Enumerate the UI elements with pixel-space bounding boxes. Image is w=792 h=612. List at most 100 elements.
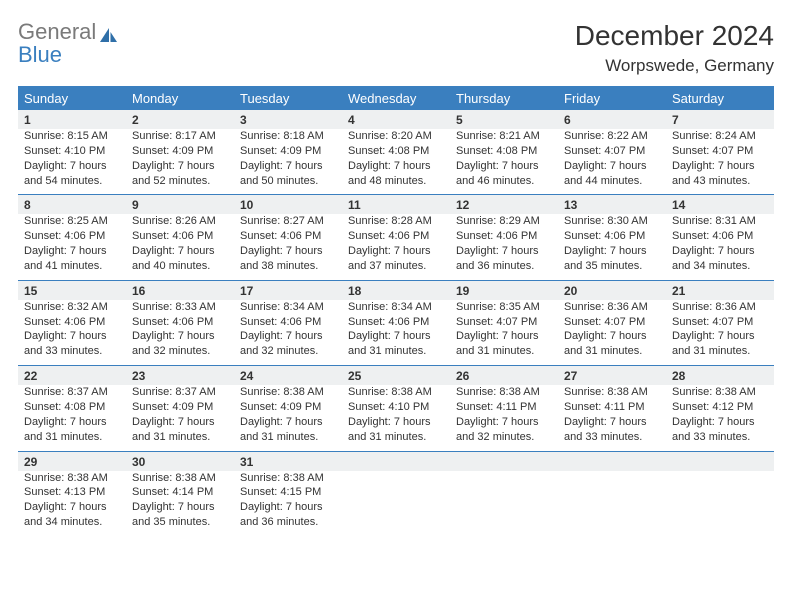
day-info-cell: Sunrise: 8:34 AMSunset: 4:06 PMDaylight:… [234, 300, 342, 366]
sunrise-text: Sunrise: 8:38 AM [24, 471, 120, 486]
day-info-cell: Sunrise: 8:38 AMSunset: 4:09 PMDaylight:… [234, 385, 342, 451]
sunset-text: Sunset: 4:10 PM [348, 400, 444, 415]
day-info-cell: Sunrise: 8:32 AMSunset: 4:06 PMDaylight:… [18, 300, 126, 366]
sunrise-text: Sunrise: 8:22 AM [564, 129, 660, 144]
day-info-cell: Sunrise: 8:20 AMSunset: 4:08 PMDaylight:… [342, 129, 450, 195]
daylight-text: Daylight: 7 hours [348, 329, 444, 344]
sunrise-text: Sunrise: 8:25 AM [24, 214, 120, 229]
sunset-text: Sunset: 4:06 PM [132, 315, 228, 330]
day-info-cell: Sunrise: 8:38 AMSunset: 4:11 PMDaylight:… [558, 385, 666, 451]
daylight-text-2: and 33 minutes. [564, 430, 660, 445]
sunrise-text: Sunrise: 8:20 AM [348, 129, 444, 144]
day-header: Wednesday [342, 87, 450, 110]
sunrise-text: Sunrise: 8:38 AM [132, 471, 228, 486]
sunset-text: Sunset: 4:06 PM [564, 229, 660, 244]
sunrise-text: Sunrise: 8:34 AM [240, 300, 336, 315]
sunrise-text: Sunrise: 8:38 AM [240, 471, 336, 486]
day-info-cell: Sunrise: 8:36 AMSunset: 4:07 PMDaylight:… [666, 300, 774, 366]
day-info-cell: Sunrise: 8:33 AMSunset: 4:06 PMDaylight:… [126, 300, 234, 366]
daylight-text: Daylight: 7 hours [24, 244, 120, 259]
day-number-cell: 9 [126, 195, 234, 215]
day-info-cell: Sunrise: 8:38 AMSunset: 4:11 PMDaylight:… [450, 385, 558, 451]
day-info-cell: Sunrise: 8:34 AMSunset: 4:06 PMDaylight:… [342, 300, 450, 366]
sunrise-text: Sunrise: 8:34 AM [348, 300, 444, 315]
daylight-text: Daylight: 7 hours [240, 500, 336, 515]
daylight-text-2: and 31 minutes. [348, 344, 444, 359]
header: GeneralBlue December 2024 Worpswede, Ger… [18, 20, 774, 76]
daylight-text: Daylight: 7 hours [240, 329, 336, 344]
sunset-text: Sunset: 4:14 PM [132, 485, 228, 500]
daylight-text: Daylight: 7 hours [240, 244, 336, 259]
sunset-text: Sunset: 4:15 PM [240, 485, 336, 500]
page-title: December 2024 [575, 20, 774, 52]
day-info-cell [666, 471, 774, 536]
sunset-text: Sunset: 4:06 PM [348, 229, 444, 244]
day-info-cell: Sunrise: 8:38 AMSunset: 4:14 PMDaylight:… [126, 471, 234, 536]
title-block: December 2024 Worpswede, Germany [575, 20, 774, 76]
daylight-text: Daylight: 7 hours [672, 159, 768, 174]
daylight-text-2: and 32 minutes. [240, 344, 336, 359]
daylight-text-2: and 33 minutes. [24, 344, 120, 359]
day-number-cell: 12 [450, 195, 558, 215]
day-number-cell: 3 [234, 110, 342, 129]
day-info-cell: Sunrise: 8:35 AMSunset: 4:07 PMDaylight:… [450, 300, 558, 366]
daylight-text: Daylight: 7 hours [564, 415, 660, 430]
day-info-cell: Sunrise: 8:15 AMSunset: 4:10 PMDaylight:… [18, 129, 126, 195]
logo: GeneralBlue [18, 20, 120, 66]
daylight-text: Daylight: 7 hours [24, 415, 120, 430]
daylight-text-2: and 35 minutes. [132, 515, 228, 530]
day-number-cell: 7 [666, 110, 774, 129]
sunset-text: Sunset: 4:09 PM [240, 400, 336, 415]
day-info-cell [342, 471, 450, 536]
sunset-text: Sunset: 4:13 PM [24, 485, 120, 500]
day-number-cell: 31 [234, 451, 342, 471]
sunrise-text: Sunrise: 8:38 AM [564, 385, 660, 400]
daylight-text: Daylight: 7 hours [240, 415, 336, 430]
day-info-cell: Sunrise: 8:22 AMSunset: 4:07 PMDaylight:… [558, 129, 666, 195]
day-number-cell: 8 [18, 195, 126, 215]
daylight-text-2: and 32 minutes. [132, 344, 228, 359]
day-number-cell: 29 [18, 451, 126, 471]
sunset-text: Sunset: 4:06 PM [348, 315, 444, 330]
daylight-text-2: and 46 minutes. [456, 174, 552, 189]
daylight-text-2: and 36 minutes. [456, 259, 552, 274]
sunrise-text: Sunrise: 8:28 AM [348, 214, 444, 229]
day-number-cell [450, 451, 558, 471]
sunrise-text: Sunrise: 8:32 AM [24, 300, 120, 315]
day-number-cell: 14 [666, 195, 774, 215]
daylight-text: Daylight: 7 hours [132, 415, 228, 430]
sunset-text: Sunset: 4:07 PM [672, 315, 768, 330]
daylight-text-2: and 40 minutes. [132, 259, 228, 274]
calendar-table: SundayMondayTuesdayWednesdayThursdayFrid… [18, 87, 774, 536]
day-header: Monday [126, 87, 234, 110]
sunset-text: Sunset: 4:07 PM [564, 144, 660, 159]
daylight-text-2: and 31 minutes. [672, 344, 768, 359]
daylight-text: Daylight: 7 hours [24, 329, 120, 344]
daylight-text: Daylight: 7 hours [132, 329, 228, 344]
day-info-cell [558, 471, 666, 536]
sunrise-text: Sunrise: 8:36 AM [564, 300, 660, 315]
sunrise-text: Sunrise: 8:24 AM [672, 129, 768, 144]
day-info-cell: Sunrise: 8:36 AMSunset: 4:07 PMDaylight:… [558, 300, 666, 366]
day-info-cell: Sunrise: 8:38 AMSunset: 4:13 PMDaylight:… [18, 471, 126, 536]
daylight-text: Daylight: 7 hours [456, 329, 552, 344]
sunset-text: Sunset: 4:09 PM [240, 144, 336, 159]
daylight-text: Daylight: 7 hours [348, 244, 444, 259]
day-number-cell: 26 [450, 366, 558, 386]
day-number-cell: 1 [18, 110, 126, 129]
daylight-text-2: and 31 minutes. [348, 430, 444, 445]
day-header: Tuesday [234, 87, 342, 110]
sunrise-text: Sunrise: 8:38 AM [240, 385, 336, 400]
sunset-text: Sunset: 4:08 PM [348, 144, 444, 159]
daylight-text-2: and 33 minutes. [672, 430, 768, 445]
sunrise-text: Sunrise: 8:37 AM [24, 385, 120, 400]
daylight-text-2: and 38 minutes. [240, 259, 336, 274]
daylight-text-2: and 31 minutes. [564, 344, 660, 359]
daylight-text: Daylight: 7 hours [564, 329, 660, 344]
daylight-text: Daylight: 7 hours [132, 244, 228, 259]
day-number-cell [666, 451, 774, 471]
sunset-text: Sunset: 4:10 PM [24, 144, 120, 159]
sunset-text: Sunset: 4:09 PM [132, 144, 228, 159]
day-info-cell: Sunrise: 8:17 AMSunset: 4:09 PMDaylight:… [126, 129, 234, 195]
daylight-text: Daylight: 7 hours [132, 500, 228, 515]
